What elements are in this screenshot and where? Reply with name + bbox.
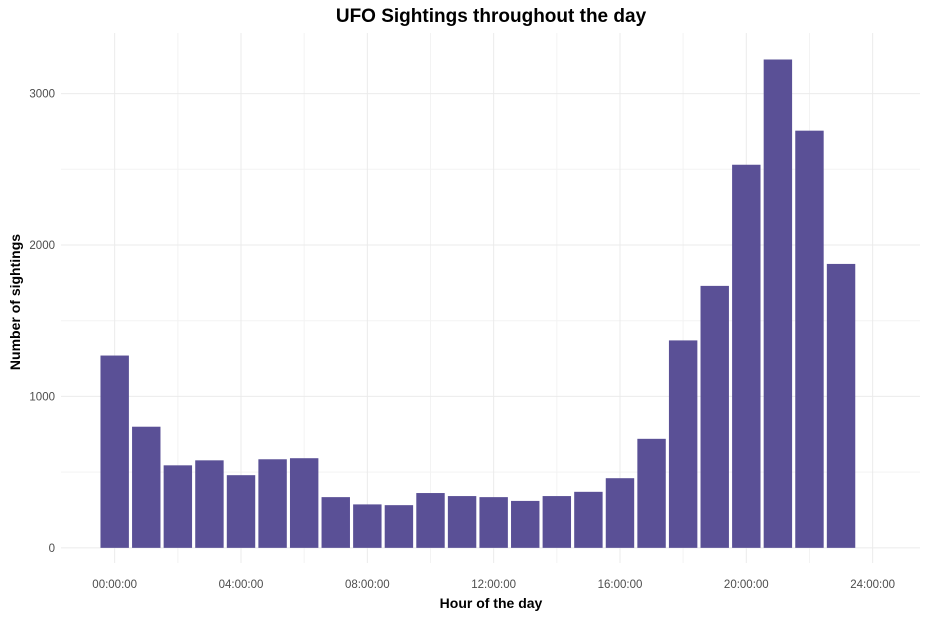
bar-hour-17 bbox=[637, 438, 666, 548]
x-tick-label: 04:00:00 bbox=[219, 579, 264, 591]
bar-hour-11 bbox=[447, 496, 477, 548]
bar-hour-2 bbox=[163, 465, 193, 548]
bar-hour-9 bbox=[384, 505, 414, 548]
y-tick-label: 3000 bbox=[29, 89, 55, 101]
y-axis-title: Number of sightings bbox=[7, 234, 23, 370]
x-tick-label: 08:00:00 bbox=[345, 579, 390, 591]
bar-hour-21 bbox=[763, 59, 793, 548]
bar-hour-23 bbox=[826, 263, 856, 548]
bar-hour-18 bbox=[668, 340, 698, 548]
bar-hour-13 bbox=[511, 500, 540, 548]
bar-hour-4 bbox=[226, 475, 256, 548]
bar-hour-0 bbox=[100, 355, 129, 548]
bar-hour-20 bbox=[732, 164, 761, 548]
x-tick-label: 24:00:00 bbox=[850, 579, 895, 591]
bar-hour-12 bbox=[479, 497, 508, 548]
y-axis-ticks: 0 1000 2000 3000 bbox=[29, 89, 55, 555]
bar-hour-7 bbox=[321, 497, 350, 548]
bar-hour-5 bbox=[258, 459, 287, 548]
y-tick-label: 0 bbox=[49, 543, 55, 555]
chart-title: UFO Sightings throughout the day bbox=[336, 6, 647, 27]
bar-hour-19 bbox=[700, 285, 729, 548]
bar-hour-22 bbox=[795, 130, 824, 548]
bar-hour-14 bbox=[542, 496, 572, 548]
bar-hour-1 bbox=[132, 426, 161, 548]
bar-hour-10 bbox=[416, 493, 445, 548]
bar-hour-3 bbox=[195, 460, 224, 548]
x-axis-title: Hour of the day bbox=[440, 595, 543, 611]
x-tick-label: 16:00:00 bbox=[598, 579, 643, 591]
bar-hour-8 bbox=[353, 504, 382, 548]
x-axis-ticks: 00:00:00 04:00:00 08:00:00 12:00:00 16:00:00… bbox=[92, 579, 895, 591]
bar-hour-15 bbox=[574, 491, 603, 548]
y-tick-label: 2000 bbox=[29, 240, 55, 252]
bar-hour-6 bbox=[289, 458, 319, 548]
x-tick-label: 20:00:00 bbox=[724, 579, 769, 591]
y-tick-label: 1000 bbox=[29, 391, 55, 403]
x-tick-label: 12:00:00 bbox=[471, 579, 516, 591]
bars bbox=[100, 59, 856, 548]
x-tick-label: 00:00:00 bbox=[92, 579, 137, 591]
bar-hour-16 bbox=[605, 478, 635, 548]
